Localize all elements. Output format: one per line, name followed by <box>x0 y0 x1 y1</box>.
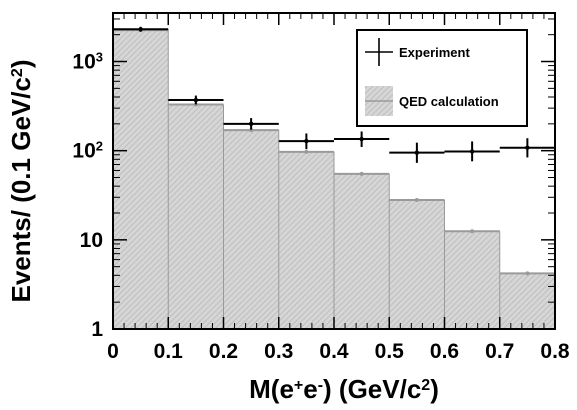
histogram-bars <box>113 28 555 330</box>
histogram-bar <box>223 130 279 329</box>
x-tick-label: 0.8 <box>540 340 570 363</box>
qed-point <box>359 171 364 176</box>
experiment-points <box>113 26 555 163</box>
experiment-point <box>525 145 530 150</box>
histogram-bar <box>113 30 169 330</box>
y-tick-label: 102 <box>72 138 103 163</box>
legend-qed-label: QED calculation <box>399 94 499 109</box>
x-tick-label: 0 <box>107 340 119 363</box>
legend: Experiment QED calculation <box>356 29 528 127</box>
qed-point <box>470 229 475 234</box>
experiment-point <box>138 27 143 32</box>
x-tick-label: 0.3 <box>264 340 293 363</box>
experiment-point <box>359 136 364 142</box>
x-tick-label: 0.7 <box>485 340 514 363</box>
x-tick-label: 0.2 <box>209 340 238 363</box>
histogram-bar <box>389 199 445 329</box>
qed-point <box>525 271 530 276</box>
experiment-point <box>414 150 420 155</box>
histogram-bar <box>168 104 224 329</box>
x-tick-label: 0.4 <box>319 340 349 363</box>
y-axis-label: Events/ (0.1 GeV/c2) <box>6 59 36 302</box>
histogram-bar <box>278 151 334 329</box>
qed-point <box>414 197 419 202</box>
y-tick-label: 103 <box>72 49 103 74</box>
experiment-point <box>469 149 475 154</box>
x-tick-label: 0.6 <box>430 340 459 363</box>
y-axis-ticks: 1 10 102 103 <box>72 18 555 341</box>
qed-point <box>304 149 309 154</box>
x-axis-label: M(e+e-) (GeV/c2) <box>249 374 439 404</box>
legend-experiment-label: Experiment <box>399 45 470 60</box>
y-tick-label: 1 <box>91 318 103 341</box>
x-axis-ticks: 0 0.1 0.2 0.3 0.4 0.5 0.6 0.7 0.8 <box>107 13 570 363</box>
experiment-point <box>248 121 254 127</box>
histogram-bar <box>499 273 555 329</box>
histogram-bar <box>334 173 390 329</box>
x-tick-label: 0.5 <box>375 340 405 363</box>
histogram-bar <box>444 231 500 329</box>
x-tick-label: 0.1 <box>154 340 184 363</box>
y-tick-label: 10 <box>80 229 103 252</box>
experiment-point <box>193 97 199 103</box>
experiment-point <box>304 138 309 144</box>
